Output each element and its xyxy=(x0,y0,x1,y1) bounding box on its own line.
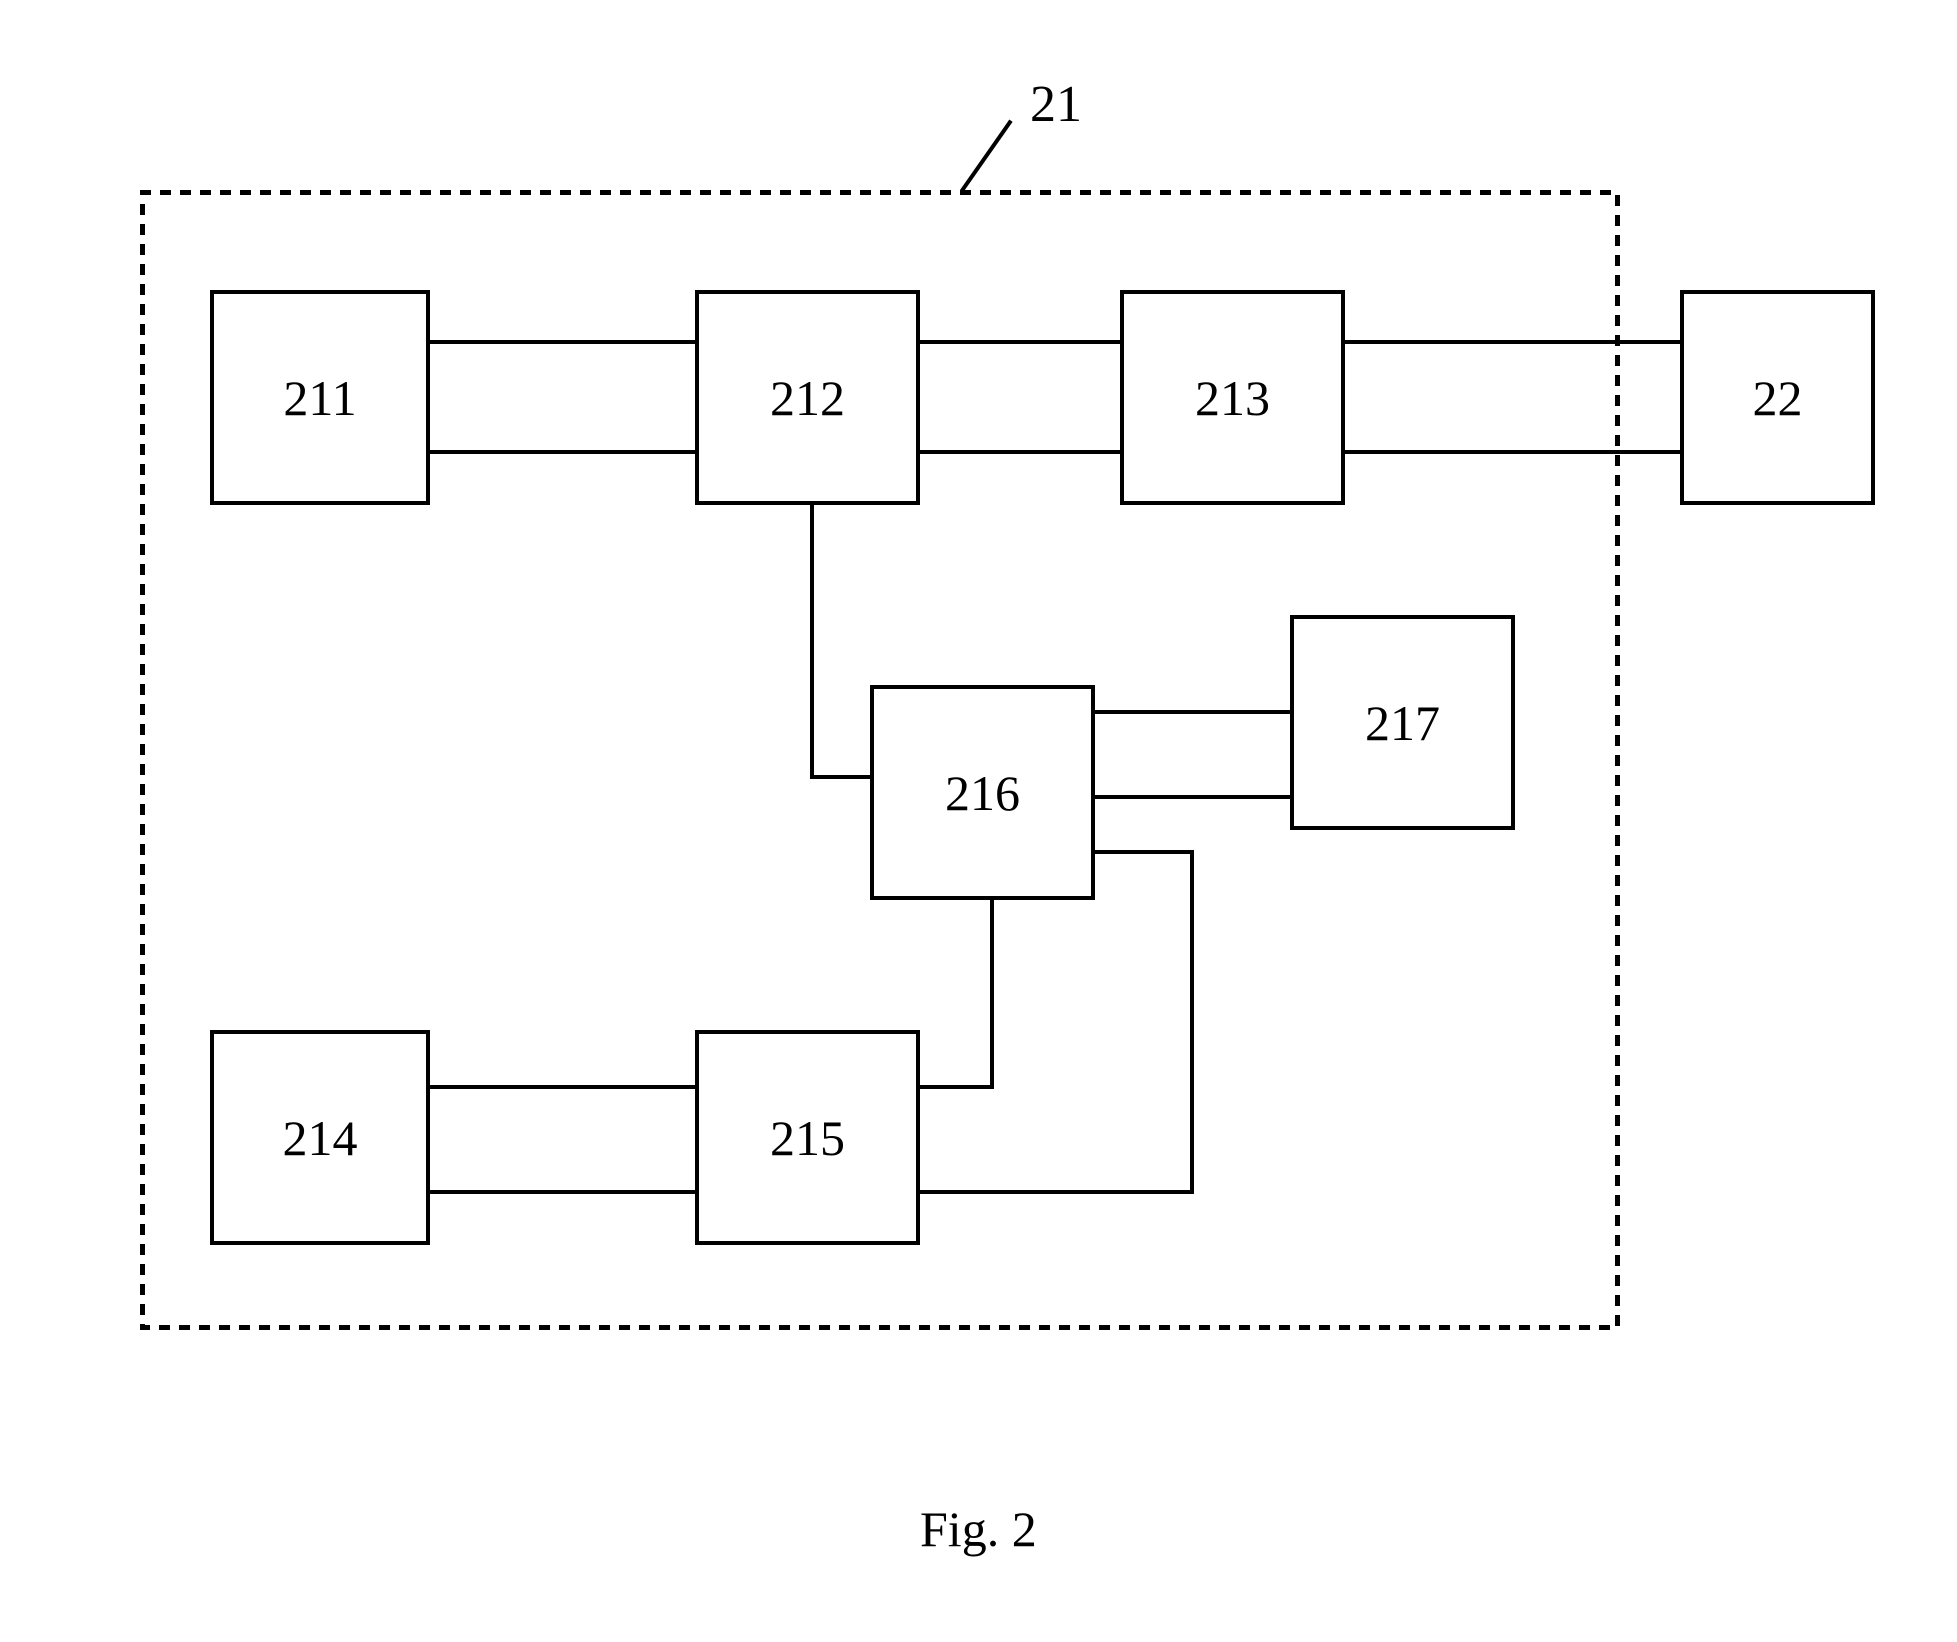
node-212-label: 212 xyxy=(770,369,845,427)
node-217: 217 xyxy=(1290,615,1515,830)
node-213: 213 xyxy=(1120,290,1345,505)
node-215-label: 215 xyxy=(770,1109,845,1167)
node-212: 212 xyxy=(695,290,920,505)
edge-211-212-bot xyxy=(430,450,695,454)
node-211: 211 xyxy=(210,290,430,505)
figure-caption: Fig. 2 xyxy=(920,1500,1037,1558)
node-214-label: 214 xyxy=(283,1109,358,1167)
node-22: 22 xyxy=(1680,290,1875,505)
edge-211-212-top xyxy=(430,340,695,344)
edge-215-216a-h xyxy=(920,1085,994,1089)
node-217-label: 217 xyxy=(1365,694,1440,752)
edge-213-22-bot xyxy=(1345,450,1680,454)
edge-215-216b-h2 xyxy=(1095,850,1194,854)
edge-215-216a-v xyxy=(990,900,994,1089)
container-tick xyxy=(960,120,1013,193)
container-label: 21 xyxy=(1030,75,1082,134)
node-213-label: 213 xyxy=(1195,369,1270,427)
edge-214-215-top xyxy=(430,1085,695,1089)
edge-215-216b-h1 xyxy=(920,1190,1194,1194)
edge-216-217-bot xyxy=(1095,795,1290,799)
edge-213-22-top xyxy=(1345,340,1680,344)
edge-212-213-top xyxy=(920,340,1120,344)
node-214: 214 xyxy=(210,1030,430,1245)
node-215: 215 xyxy=(695,1030,920,1245)
edge-212-213-bot xyxy=(920,450,1120,454)
node-211-label: 211 xyxy=(283,369,356,427)
node-216-label: 216 xyxy=(945,764,1020,822)
edge-216-217-top xyxy=(1095,710,1290,714)
edge-214-215-bot xyxy=(430,1190,695,1194)
node-22-label: 22 xyxy=(1753,369,1803,427)
figure-canvas: 21 211 212 213 22 216 217 xyxy=(0,0,1957,1642)
node-216: 216 xyxy=(870,685,1095,900)
edge-215-216b-v xyxy=(1190,850,1194,1194)
edge-212-216-h xyxy=(810,775,870,779)
edge-212-216-v xyxy=(810,505,814,779)
